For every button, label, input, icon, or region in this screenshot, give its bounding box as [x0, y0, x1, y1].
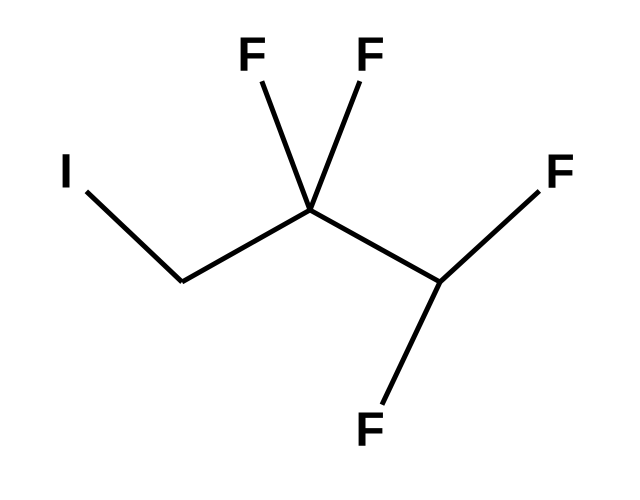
bond: [86, 191, 182, 282]
atom-label-f: F: [355, 404, 384, 457]
bond: [440, 191, 539, 282]
bond: [262, 81, 310, 210]
bond: [182, 210, 310, 282]
atom-label-f: F: [355, 29, 384, 82]
atom-label-f: F: [545, 146, 574, 199]
bond: [382, 282, 440, 405]
molecule-diagram: I F F F F: [0, 0, 640, 500]
atom-label-i: I: [59, 146, 72, 199]
atom-label-f: F: [237, 29, 266, 82]
bond: [310, 81, 360, 210]
bond: [310, 210, 440, 282]
